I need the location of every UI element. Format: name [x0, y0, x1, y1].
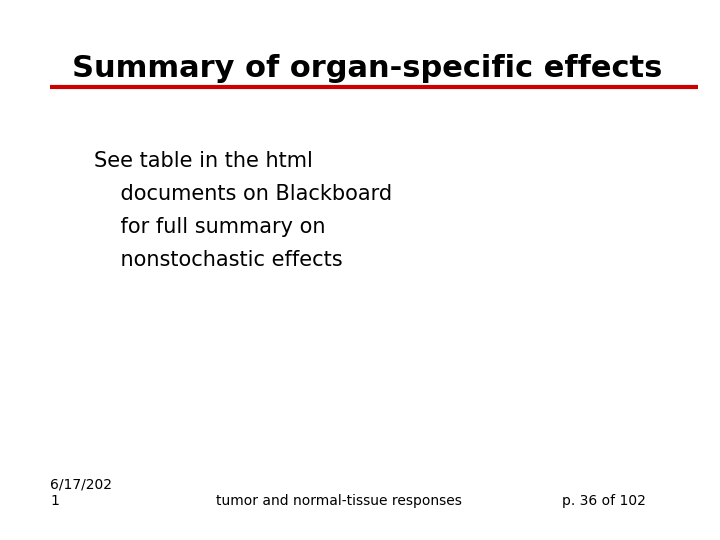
Text: 6/17/202
1: 6/17/202 1	[50, 477, 112, 508]
Text: See table in the html
    documents on Blackboard
    for full summary on
    no: See table in the html documents on Black…	[94, 151, 392, 269]
Text: p. 36 of 102: p. 36 of 102	[562, 494, 645, 508]
Text: tumor and normal-tissue responses: tumor and normal-tissue responses	[216, 494, 462, 508]
Text: Summary of organ-specific effects: Summary of organ-specific effects	[72, 54, 662, 83]
